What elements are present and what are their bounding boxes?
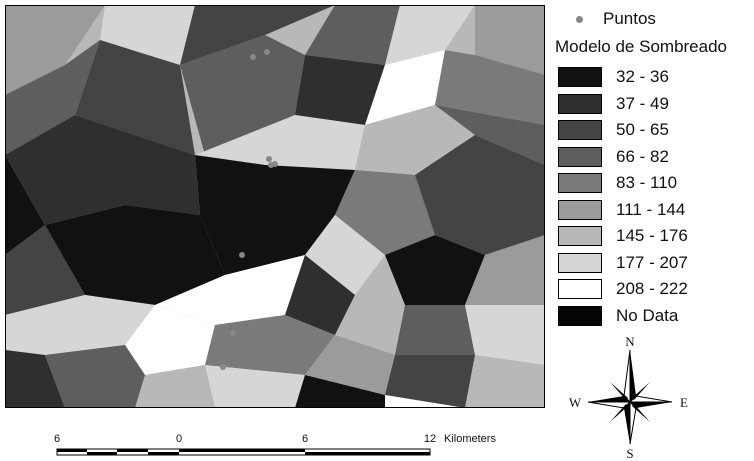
point-symbol-icon: [576, 15, 583, 23]
legend-swatch: [558, 120, 602, 141]
legend-item: 111 - 144: [555, 197, 688, 224]
scale-tick-label: 6: [302, 433, 308, 445]
legend-swatch: [558, 173, 602, 194]
scale-tick-label: 6: [54, 433, 60, 445]
legend-item: 66 - 82: [555, 144, 688, 171]
legend-item-label: 208 - 222: [616, 279, 688, 299]
legend-item: No Data: [555, 303, 688, 330]
map-polygons: [5, 5, 545, 408]
legend-item: 145 - 176: [555, 223, 688, 250]
scale-bar: 6 0 6 12 Kilometers: [54, 433, 496, 456]
legend-swatch: [558, 279, 602, 300]
compass-w: W: [569, 395, 582, 410]
legend-swatch: [558, 226, 602, 247]
legend-item-label: 66 - 82: [616, 146, 669, 166]
legend-items: 32 - 36 37 - 49 50 - 65 66 - 82 83 - 110…: [555, 64, 688, 329]
scale-bar-segments: [56, 448, 431, 456]
legend-item: 32 - 36: [555, 64, 688, 91]
legend-swatch: [558, 305, 602, 326]
map-points: [220, 49, 278, 370]
compass-rose-icon: N S E W: [569, 334, 688, 461]
legend-swatch: [558, 199, 602, 220]
legend-item-label: 37 - 49: [616, 93, 669, 113]
legend-swatch: [558, 252, 602, 273]
shaded-relief-map: [5, 5, 545, 408]
legend-item-label: 32 - 36: [616, 67, 669, 87]
legend-item: 208 - 222: [555, 276, 688, 303]
scale-tick-label: 0: [176, 433, 182, 445]
legend-item-label: 50 - 65: [616, 120, 669, 140]
legend-item: 83 - 110: [555, 170, 688, 197]
compass-n: N: [625, 334, 635, 349]
legend-item: 50 - 65: [555, 117, 688, 144]
compass-s: S: [626, 446, 633, 461]
legend-item-label: 111 - 144: [616, 199, 686, 219]
legend-item: 177 - 207: [555, 250, 688, 277]
legend-item-label: 177 - 207: [616, 252, 688, 272]
legend-points-entry: Puntos: [555, 8, 656, 30]
legend-swatch: [558, 67, 602, 88]
legend-points-label: Puntos: [603, 9, 656, 28]
scale-tick-label: 12: [424, 433, 436, 445]
legend-item: 37 - 49: [555, 91, 688, 118]
scale-units-label: Kilometers: [444, 433, 496, 445]
legend-title: Modelo de Sombreado: [555, 37, 728, 56]
legend-item-label: No Data: [616, 305, 679, 325]
legend-swatch: [558, 146, 602, 167]
compass-e: E: [680, 395, 688, 410]
legend-item-label: 83 - 110: [616, 173, 678, 193]
legend-item-label: 145 - 176: [616, 226, 688, 246]
legend-swatch: [558, 93, 602, 114]
